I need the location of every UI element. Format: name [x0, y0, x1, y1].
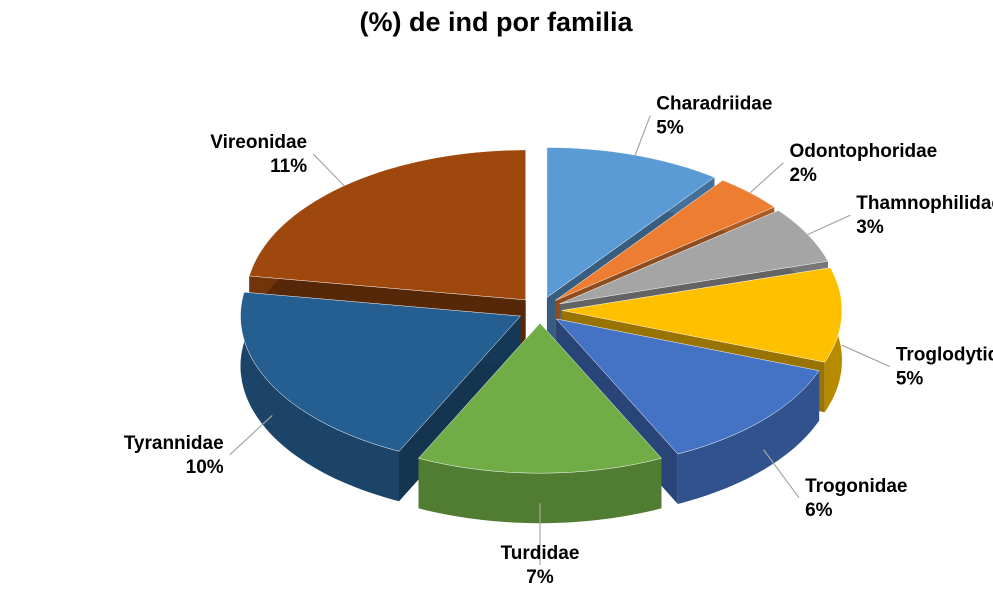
- slice-top: [240, 291, 522, 452]
- chart-title: (%) de ind por familia: [359, 7, 633, 37]
- slice-top: [555, 318, 820, 455]
- slice-value-label: 10%: [186, 457, 224, 478]
- slice-side: [677, 370, 820, 504]
- leader-line: [634, 115, 651, 156]
- slice-label: Thamnophilidae: [856, 193, 993, 214]
- slice-top: [418, 322, 662, 474]
- slice-value-label: 5%: [656, 117, 684, 138]
- slice-label: Vireonidae: [210, 132, 307, 153]
- slice-label: Odontophoridae: [789, 141, 937, 162]
- slice-value-label: 11%: [270, 156, 307, 177]
- leader-line: [312, 153, 345, 187]
- slice-top: [561, 267, 843, 363]
- slice-top: [555, 180, 775, 301]
- leader-line: [841, 344, 891, 368]
- slice: [418, 322, 662, 524]
- slice: [240, 291, 522, 502]
- slice-value-label: 5%: [896, 369, 924, 390]
- slice-label: Tyrannidae: [124, 433, 224, 454]
- slice-side: [240, 292, 399, 502]
- leader-line: [229, 415, 273, 456]
- slice-label: Troglodytidae: [896, 345, 993, 366]
- leader-line: [749, 162, 784, 194]
- leader-line: [763, 449, 800, 499]
- slice-top: [559, 210, 829, 305]
- leader-line: [807, 214, 851, 236]
- slice-side: [418, 458, 662, 524]
- slice-value-label: 3%: [856, 217, 884, 238]
- slice-value-label: 7%: [526, 567, 554, 588]
- slice-value-label: 6%: [805, 500, 833, 521]
- slice-label: Charadriidae: [656, 93, 772, 114]
- slice-label: Trogonidae: [805, 476, 907, 497]
- slice-label: Turdidae: [501, 543, 580, 564]
- slice-value-label: 2%: [789, 165, 817, 186]
